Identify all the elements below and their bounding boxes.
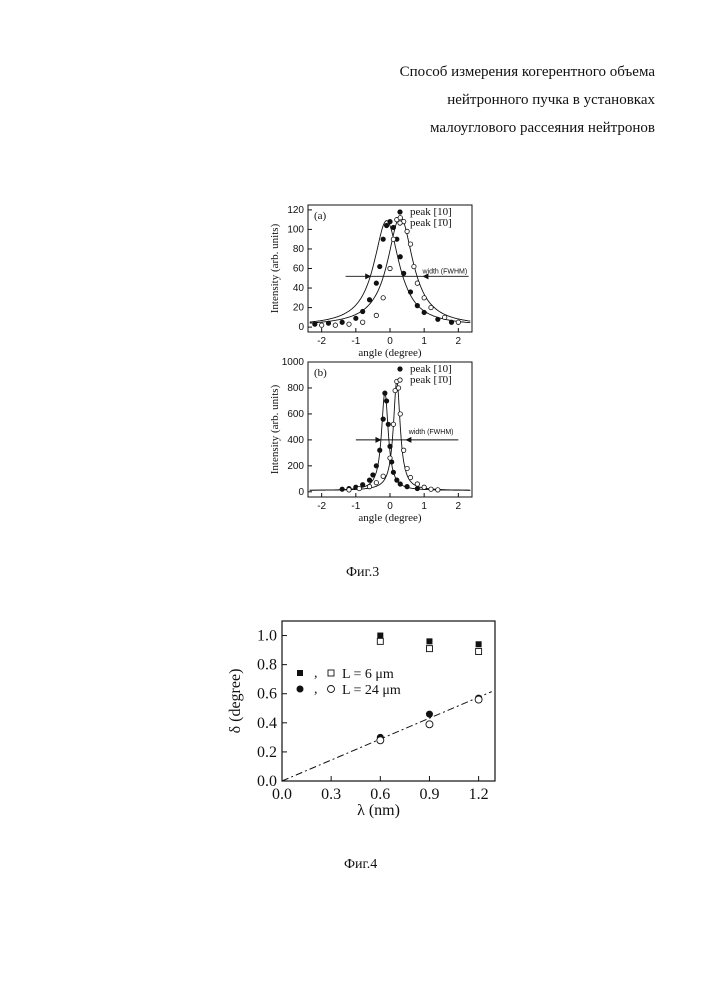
data-point-open-square [426,646,432,652]
legend-marker-filled-square [297,670,303,676]
x-tick-label: 0.3 [321,786,341,803]
data-point-open-square [476,649,482,655]
x-tick-label: 0.9 [419,786,439,803]
data-point-open-square [377,638,383,644]
data-point-filled-circle [426,711,433,718]
plot-frame [282,621,495,781]
figure-4-caption: Фиг.4 [344,857,377,873]
data-point-filled-square [476,641,482,647]
data-point-open-circle [475,696,482,703]
fit-line [282,692,492,781]
legend-marker-open-circle [328,686,335,693]
data-point-filled-square [377,633,383,639]
data-point-open-circle [426,721,433,728]
y-tick-label: 0.0 [257,773,277,790]
y-tick-label: 0.8 [257,657,277,674]
x-tick-label: 0.6 [370,786,390,803]
legend-comma: , [314,666,318,681]
x-tick-label: 1.2 [469,786,489,803]
data-point-filled-square [426,638,432,644]
y-tick-label: 0.4 [257,715,277,732]
y-tick-label: 0.6 [257,686,277,703]
legend-label-2: L = 24 μm [342,683,401,698]
legend-marker-open-square [328,670,334,676]
x-axis-label: λ (nm) [357,802,400,819]
data-point-open-circle [377,737,384,744]
figure-3-caption: Фиг.3 [346,565,379,581]
y-axis-label: δ (degree) [227,669,244,734]
legend-comma: , [314,682,318,697]
legend-marker-filled-circle [297,686,304,693]
legend-label-1: L = 6 μm [342,667,394,682]
y-tick-label: 0.2 [257,744,277,761]
y-tick-label: 1.0 [257,628,277,645]
